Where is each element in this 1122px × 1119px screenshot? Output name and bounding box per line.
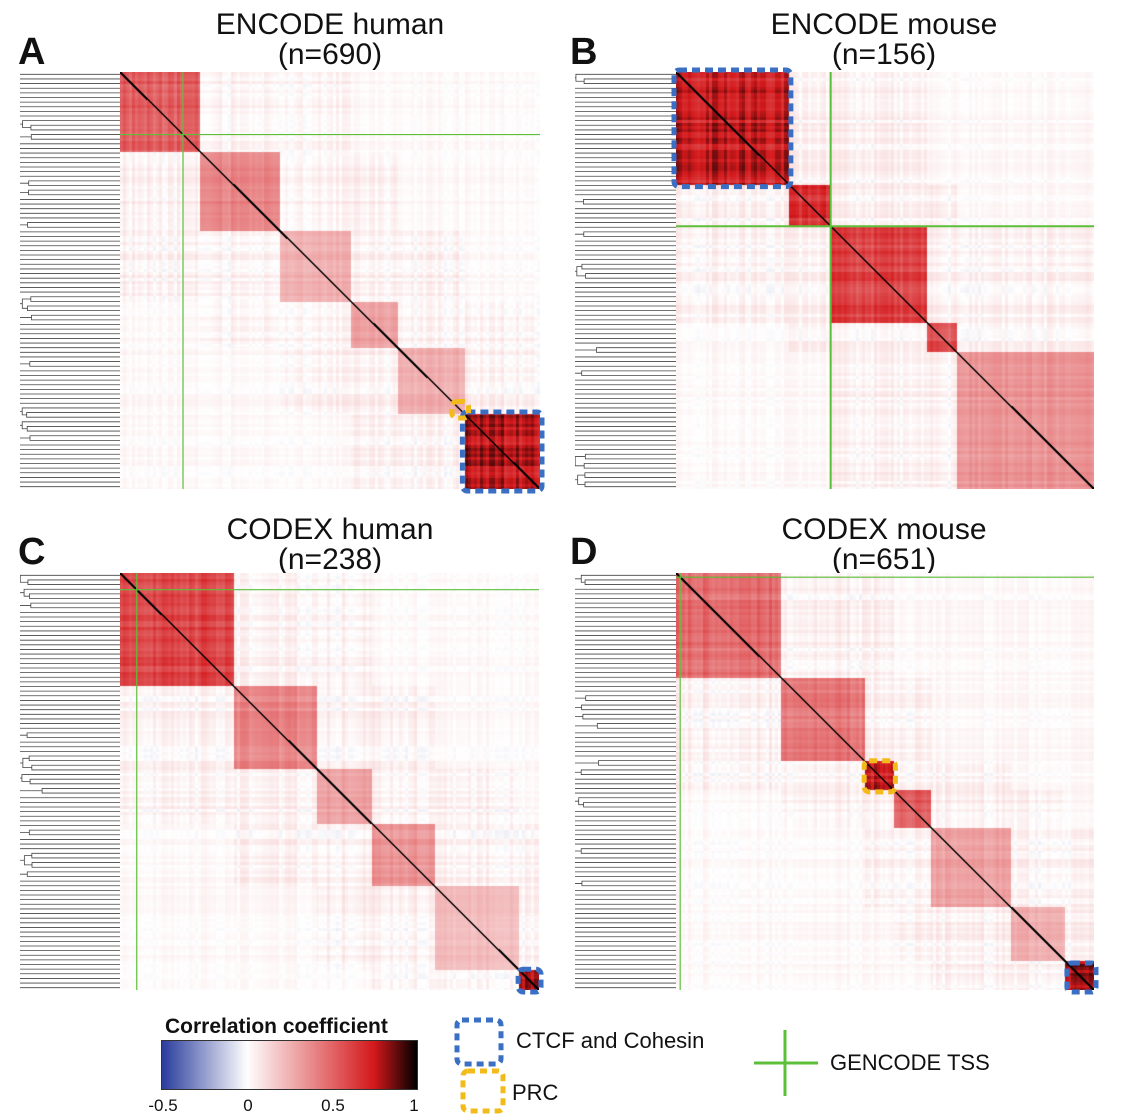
gencode-tss-legend-icon bbox=[754, 1030, 818, 1096]
heatmap-c bbox=[120, 573, 539, 990]
heatmap-d bbox=[676, 573, 1094, 990]
ctcf-cohesin-label: CTCF and Cohesin bbox=[516, 1028, 705, 1053]
heatmap-c-overlay bbox=[120, 573, 544, 995]
prc-box bbox=[449, 399, 471, 421]
dendrogram-d bbox=[575, 574, 677, 989]
ctcf-cohesin-box bbox=[671, 67, 794, 190]
colorbar bbox=[161, 1040, 418, 1090]
panel-c-title: CODEX human bbox=[226, 513, 434, 546]
panel-d-title: CODEX mouse bbox=[781, 513, 987, 546]
dendrogram-branches bbox=[20, 574, 122, 989]
prc-legend-icon bbox=[460, 1068, 506, 1114]
dendrogram-a bbox=[20, 73, 122, 488]
panel-c-subtitle: (n=238) bbox=[277, 543, 383, 576]
panel-letter-c: C bbox=[18, 531, 46, 573]
panel-title-c: CODEX human (n=238) bbox=[120, 515, 540, 575]
panel-a-subtitle: (n=690) bbox=[277, 38, 383, 71]
dendrogram-c bbox=[20, 574, 122, 989]
heatmap-d-overlay bbox=[676, 573, 1099, 995]
heatmap-b-overlay bbox=[671, 67, 1094, 489]
heatmap-a bbox=[120, 72, 540, 489]
panel-title-a: ENCODE human (n=690) bbox=[120, 10, 540, 70]
colorbar-tick: 0 bbox=[243, 1096, 253, 1115]
panel-d-subtitle: (n=651) bbox=[831, 543, 937, 576]
panel-b-title: ENCODE mouse bbox=[770, 8, 998, 41]
ctcf-cohesin-box bbox=[459, 409, 545, 494]
heatmap-b bbox=[676, 72, 1094, 489]
colorbar-tick: 0.5 bbox=[321, 1096, 345, 1115]
dendrogram-branches bbox=[575, 73, 677, 488]
heatmap-a-overlay bbox=[120, 72, 545, 494]
prc-label: PRC bbox=[512, 1080, 559, 1105]
dendrogram-b bbox=[575, 73, 677, 488]
colorbar-title: Correlation coefficient bbox=[165, 1015, 388, 1038]
ctcf-cohesin-box bbox=[1064, 960, 1099, 995]
panel-a-title: ENCODE human bbox=[215, 8, 445, 41]
colorbar-tick: 1 bbox=[409, 1096, 419, 1115]
panel-letter-a: A bbox=[18, 31, 46, 73]
panel-title-d: CODEX mouse (n=651) bbox=[674, 515, 1094, 575]
ctcf-cohesin-legend-icon bbox=[454, 1017, 504, 1067]
dendrogram-branches bbox=[20, 73, 122, 488]
prc-box bbox=[861, 758, 898, 795]
panel-letter-b: B bbox=[570, 31, 598, 73]
gencode-tss-label: GENCODE TSS bbox=[830, 1050, 990, 1075]
panel-title-b: ENCODE mouse (n=156) bbox=[674, 10, 1094, 70]
panel-b-subtitle: (n=156) bbox=[831, 38, 937, 71]
ctcf-cohesin-box bbox=[515, 966, 544, 995]
dendrogram-branches bbox=[575, 574, 677, 989]
panel-letter-d: D bbox=[570, 531, 598, 573]
colorbar-tick: -0.5 bbox=[148, 1096, 178, 1115]
